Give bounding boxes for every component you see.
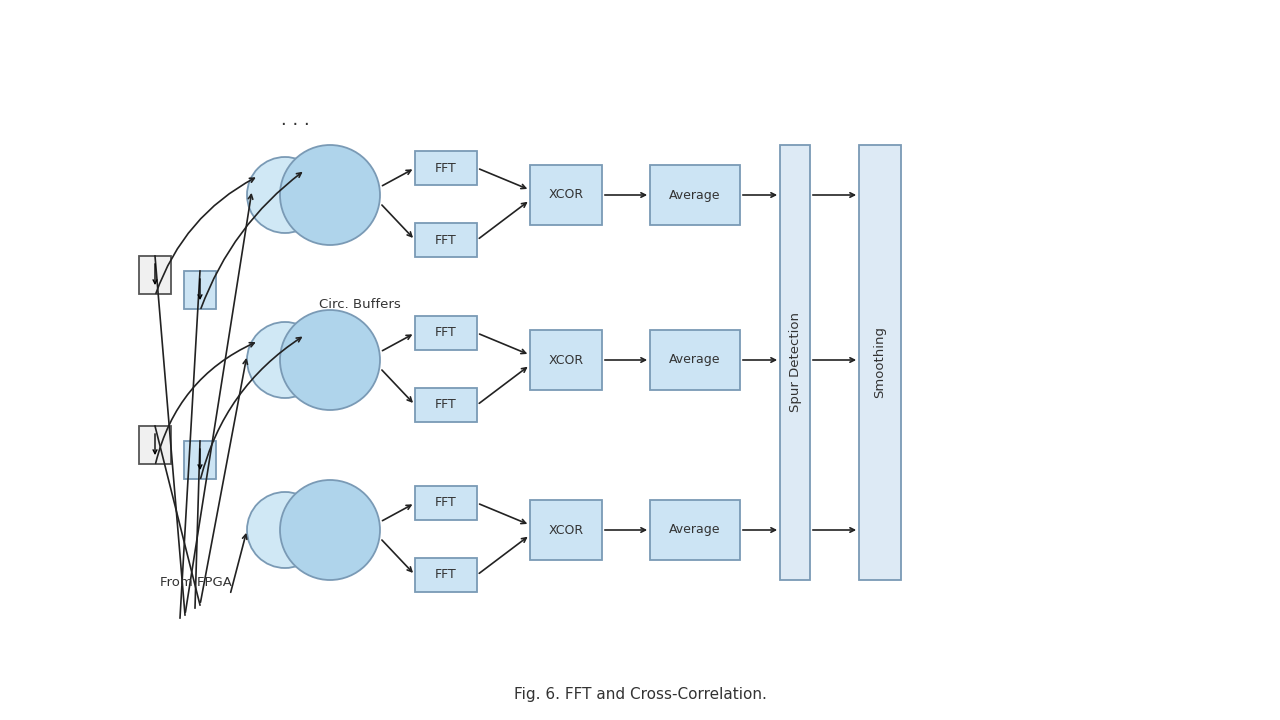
Text: Average: Average <box>669 189 721 202</box>
Bar <box>415 388 477 422</box>
Text: XCOR: XCOR <box>548 523 584 536</box>
Text: FFT: FFT <box>435 326 457 340</box>
Text: Circ. Buffers: Circ. Buffers <box>319 298 401 311</box>
Bar <box>415 486 477 520</box>
Text: FFT: FFT <box>435 497 457 510</box>
Bar <box>650 330 740 390</box>
Text: XCOR: XCOR <box>548 354 584 366</box>
Text: · · ·: · · · <box>280 116 310 134</box>
Ellipse shape <box>280 145 380 245</box>
Bar <box>530 500 602 560</box>
Bar <box>415 223 477 257</box>
Bar <box>650 165 740 225</box>
Bar <box>530 330 602 390</box>
Text: FFT: FFT <box>435 161 457 174</box>
Bar <box>140 256 172 294</box>
Text: Spur Detection: Spur Detection <box>788 312 801 413</box>
Text: Average: Average <box>669 523 721 536</box>
Ellipse shape <box>280 310 380 410</box>
Bar <box>650 500 740 560</box>
Text: Fig. 6. FFT and Cross-Correlation.: Fig. 6. FFT and Cross-Correlation. <box>513 688 767 703</box>
Ellipse shape <box>247 322 323 398</box>
Ellipse shape <box>247 157 323 233</box>
Bar <box>780 145 810 580</box>
Bar <box>415 316 477 350</box>
Text: FFT: FFT <box>435 569 457 582</box>
Text: Smoothing: Smoothing <box>873 326 887 398</box>
Bar <box>140 426 172 464</box>
Ellipse shape <box>280 480 380 580</box>
Ellipse shape <box>247 492 323 568</box>
Bar <box>859 145 901 580</box>
Bar <box>415 558 477 592</box>
Bar <box>184 441 216 479</box>
Text: FFT: FFT <box>435 398 457 412</box>
Bar <box>530 165 602 225</box>
Text: Average: Average <box>669 354 721 366</box>
Bar <box>184 271 216 309</box>
Text: From FPGA: From FPGA <box>160 575 232 588</box>
Text: XCOR: XCOR <box>548 189 584 202</box>
Text: FFT: FFT <box>435 233 457 246</box>
Bar <box>415 151 477 185</box>
